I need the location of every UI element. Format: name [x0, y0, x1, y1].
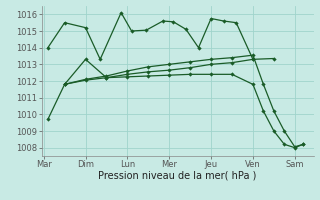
- X-axis label: Pression niveau de la mer( hPa ): Pression niveau de la mer( hPa ): [99, 171, 257, 181]
